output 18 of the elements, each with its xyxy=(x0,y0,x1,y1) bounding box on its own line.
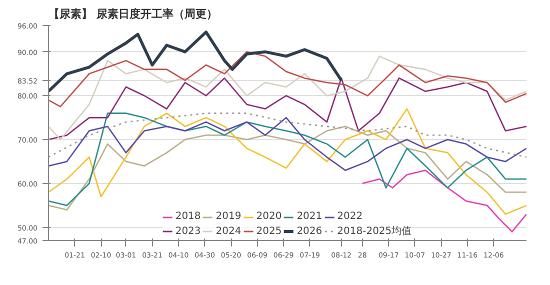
line-series xyxy=(48,126,526,210)
legend-label: 2024 xyxy=(216,226,242,236)
legend-label: 2022 xyxy=(337,211,363,222)
legend-label: 2021 xyxy=(296,211,322,222)
legend-label: 2018 xyxy=(175,211,201,222)
legend-label: 2026 xyxy=(296,226,322,236)
line-series xyxy=(48,30,343,93)
chart-title: 【尿素】 尿素日度开工率（周更） xyxy=(48,8,218,20)
line-series xyxy=(48,56,526,140)
line-series xyxy=(48,116,526,171)
legend-label: 2023 xyxy=(175,226,201,236)
legend-label: 2020 xyxy=(256,211,282,222)
legend-label: 2025 xyxy=(256,226,282,236)
line-series xyxy=(48,112,526,158)
legend-label: 2019 xyxy=(216,211,242,222)
legend-label: 2018-2025均值 xyxy=(337,225,412,238)
line-series xyxy=(48,77,526,140)
line-series xyxy=(48,51,526,108)
